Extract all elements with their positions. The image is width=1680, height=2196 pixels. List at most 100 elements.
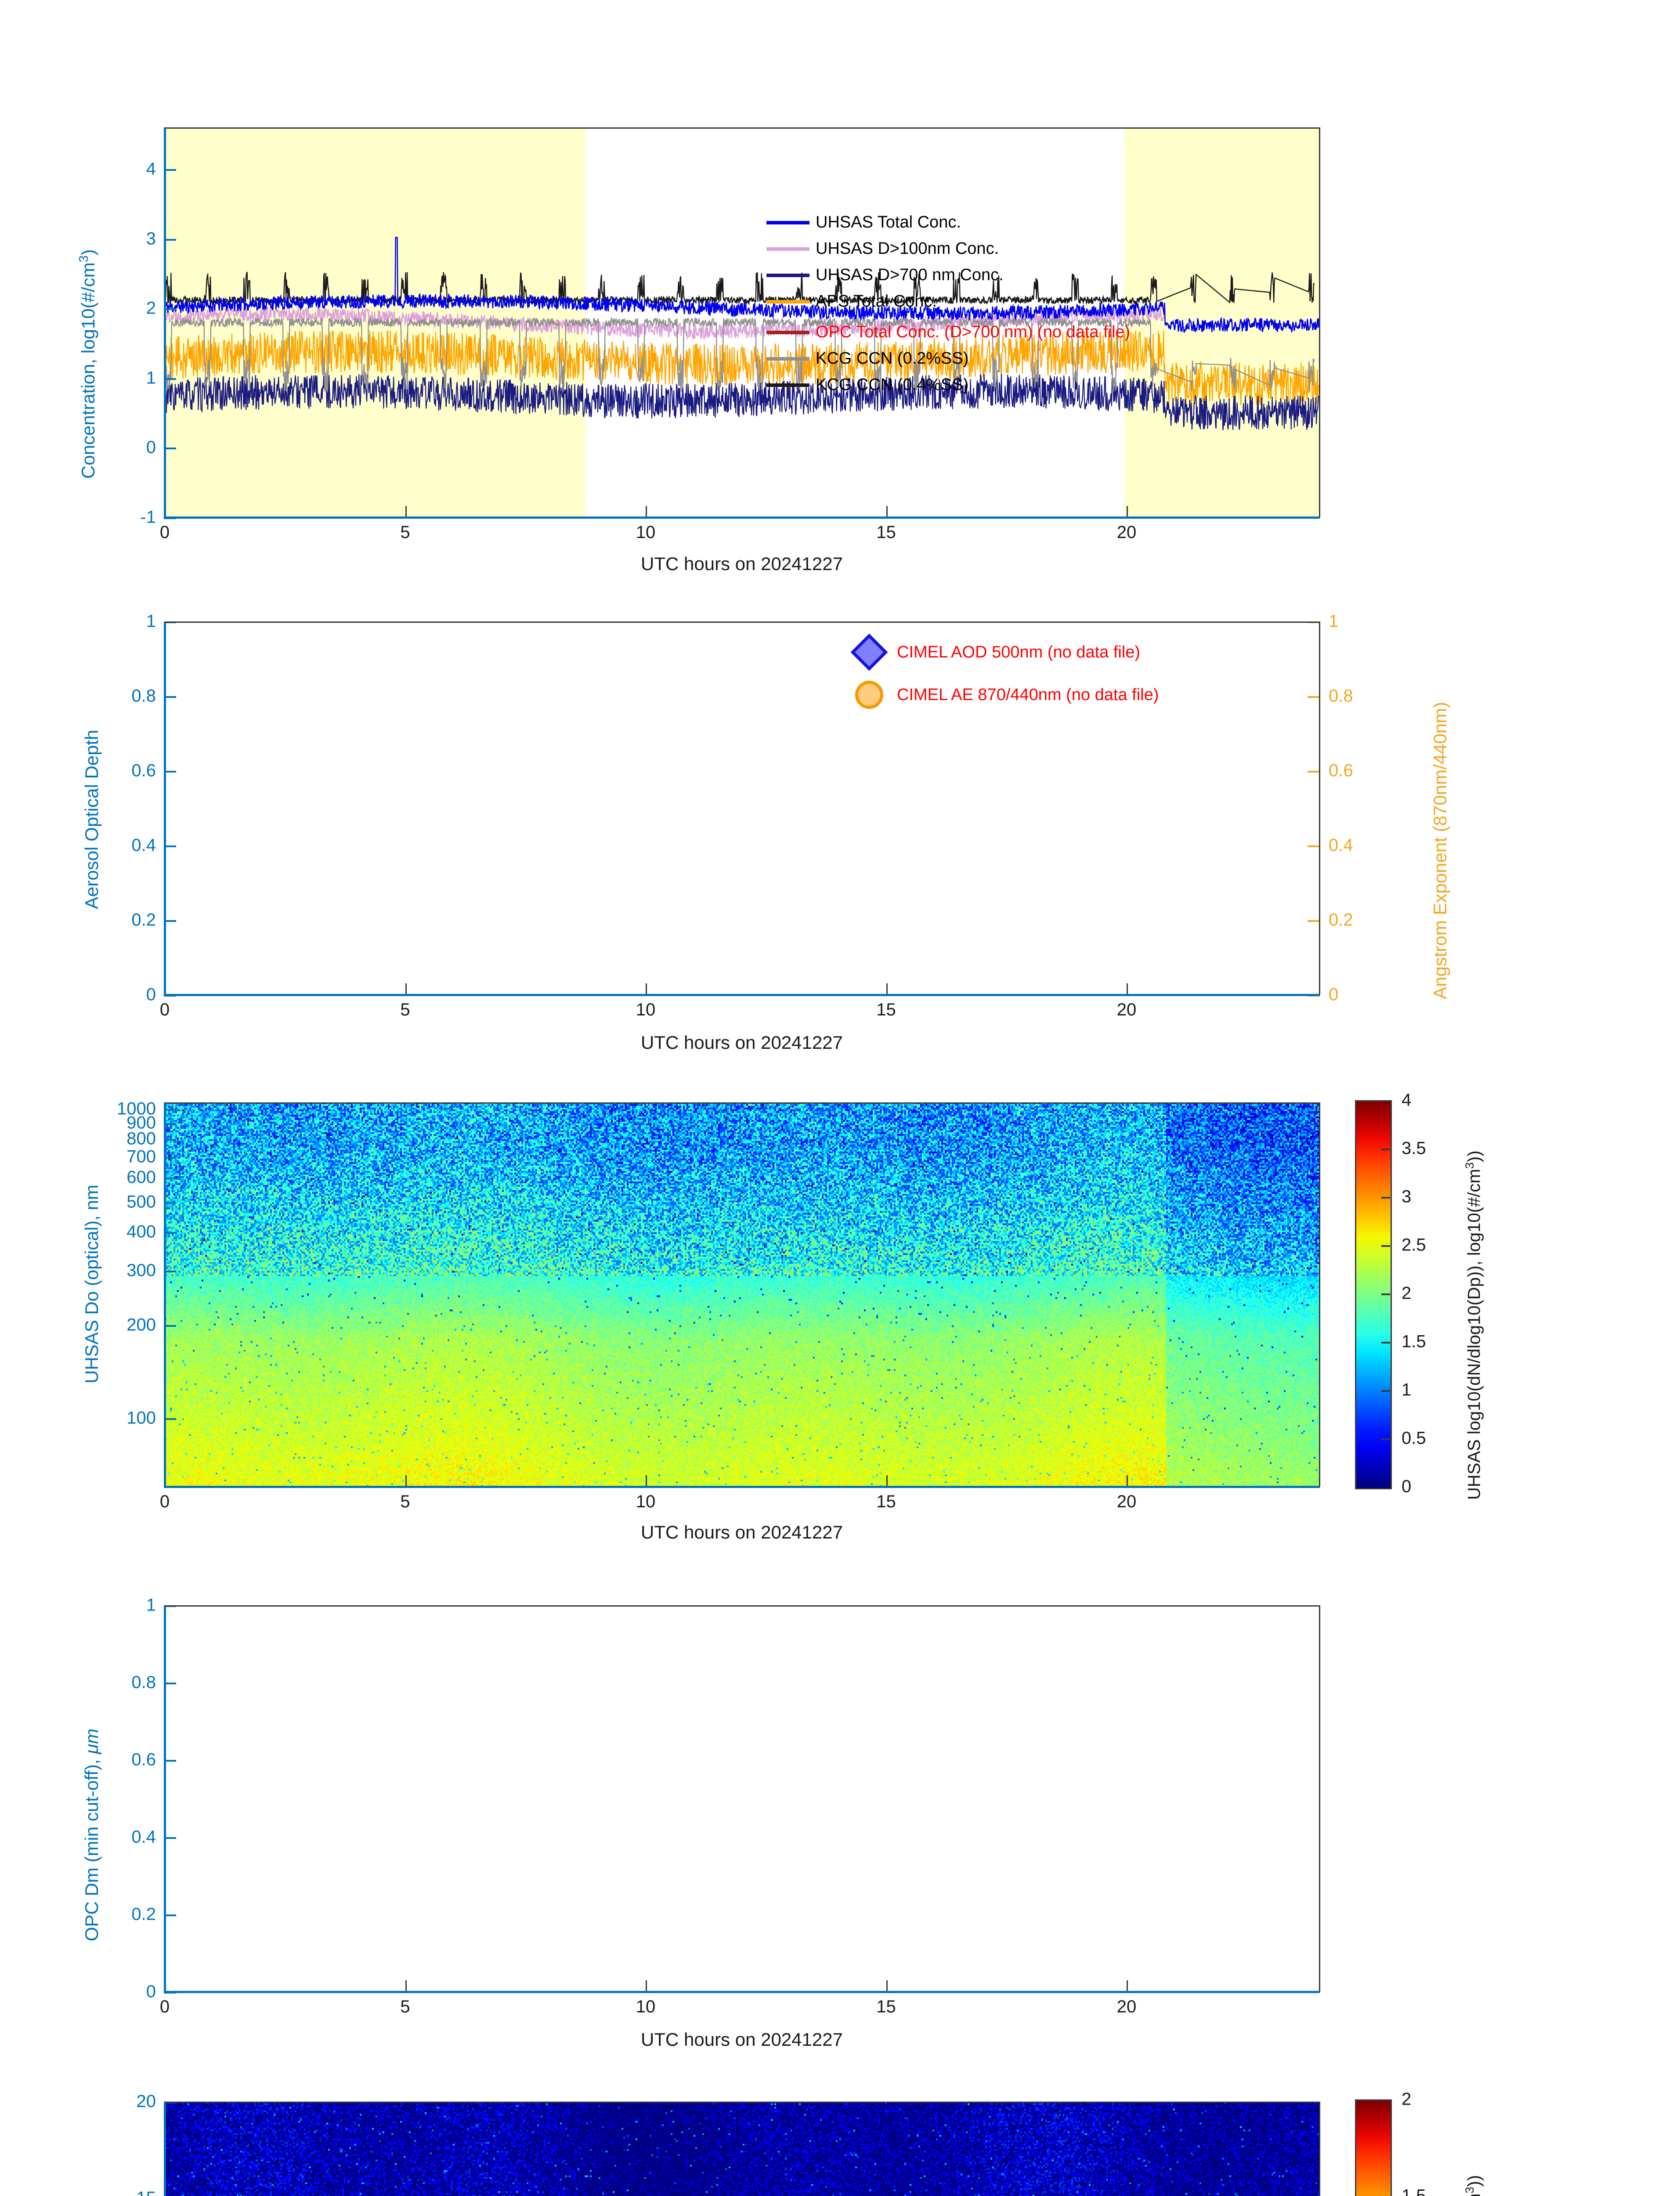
y-tick xyxy=(164,1270,176,1272)
x-tick xyxy=(886,983,888,995)
y-tick xyxy=(164,1418,176,1420)
aps-heatmap-canvas xyxy=(165,2102,1319,2196)
legend-swatch-2 xyxy=(766,273,809,277)
x-tick-label: 5 xyxy=(400,1997,410,2016)
colorbar-tick xyxy=(1381,1390,1390,1392)
y-tick-label: 0.8 xyxy=(1329,686,1353,706)
legend-item-0: CIMEL AOD 500nm (no data file) xyxy=(848,633,1141,671)
uhsas-heatmap-canvas xyxy=(165,1102,1319,1487)
plot-top-border xyxy=(165,127,1319,129)
y-tick xyxy=(164,378,176,380)
legend-label-0: CIMEL AOD 500nm (no data file) xyxy=(897,643,1141,661)
x-tick-label: 0 xyxy=(159,1997,170,2016)
x-tick-label: 20 xyxy=(1116,523,1137,542)
y-tick-label: 0.4 xyxy=(131,1827,156,1847)
x-axis-line xyxy=(164,994,1320,996)
y-tick xyxy=(164,1202,176,1204)
colorbar-tick-label: 1.5 xyxy=(1402,2186,1426,2196)
y-tick-label: 0 xyxy=(146,985,156,1004)
y-tick-label: 0.6 xyxy=(131,761,156,780)
panel1-x-axis-title: UTC hours on 20241227 xyxy=(641,553,843,574)
trace-aps-total xyxy=(165,329,1319,405)
panel5-plot-area xyxy=(165,2102,1319,2196)
colorbar-tick-label: 0 xyxy=(1402,1477,1412,1496)
legend-swatch-1 xyxy=(766,247,809,251)
y-tick-label: 0.2 xyxy=(1329,910,1353,930)
y-tick xyxy=(164,1139,176,1141)
colorbar-tick-label: 2.5 xyxy=(1402,1235,1426,1255)
plot-right-border xyxy=(1319,1102,1320,1487)
legend-label-1: UHSAS D>100nm Conc. xyxy=(816,239,999,258)
y-tick xyxy=(164,920,176,922)
y-tick-label: 2 xyxy=(146,298,156,318)
x-tick-label: 10 xyxy=(636,1997,656,2016)
x-tick xyxy=(646,1980,647,1992)
legend-item-2: UHSAS D>700 nm Conc. xyxy=(766,266,1004,285)
y-tick-label: 1000 xyxy=(117,1099,156,1119)
y-tick-label: 0.2 xyxy=(131,910,156,930)
panel2-plot-area xyxy=(165,621,1319,995)
y-tick xyxy=(164,448,176,450)
x-tick xyxy=(1127,506,1128,517)
x-tick-label: 20 xyxy=(1116,1000,1137,1019)
x-tick xyxy=(405,506,407,517)
colorbar-tick-label: 0.5 xyxy=(1402,1428,1426,1448)
plot-top-border xyxy=(165,2102,1319,2103)
x-tick xyxy=(1127,1980,1128,1992)
x-tick-label: 20 xyxy=(1116,1997,1137,2016)
x-tick-label: 15 xyxy=(876,523,896,542)
legend-item-3: APS Total Conc. xyxy=(766,292,937,311)
x-axis-line xyxy=(164,516,1320,519)
colorbar-tick xyxy=(1381,1197,1390,1199)
x-tick-label: 15 xyxy=(876,1997,896,2016)
panel2-x-axis-title: UTC hours on 20241227 xyxy=(641,1032,843,1053)
y-tick xyxy=(164,169,176,171)
y-tick xyxy=(164,1232,176,1234)
x-tick xyxy=(886,1980,888,1992)
panel2-y-axis-title-left: Aerosol Optical Depth xyxy=(81,730,102,909)
legend-label-5: KCG CCN (0.2%SS) xyxy=(816,349,969,368)
panel3-y-axis-title: UHSAS Do (optical), nm xyxy=(81,1185,102,1383)
panel-concentration-timeseries: Concentration, log10(#/cm3) -1 0 1 2 3 4 0 5 10… xyxy=(0,0,1680,584)
colorbar-tick xyxy=(1381,1438,1390,1440)
colorbar-tick xyxy=(1381,1245,1390,1247)
y-tick-label: 100 xyxy=(126,1408,156,1428)
y-tick-label: 0.4 xyxy=(131,835,156,855)
y-tick-label: -1 xyxy=(140,507,156,527)
x-tick-label: 0 xyxy=(159,1000,170,1019)
x-tick-label: 5 xyxy=(400,523,410,542)
legend-swatch-3 xyxy=(766,300,809,303)
y-tick xyxy=(1308,845,1320,847)
x-tick xyxy=(886,1475,888,1487)
diamond-marker-icon xyxy=(850,633,888,671)
y-tick xyxy=(1308,920,1320,922)
y-tick-label: 1 xyxy=(146,611,156,631)
panel5-colorbar xyxy=(1355,2099,1392,2196)
legend-swatch-0 xyxy=(766,220,809,224)
circle-marker-icon xyxy=(855,681,883,709)
legend-item-6: KCG CCN (0.4%SS) xyxy=(766,376,968,394)
trace-kcg-ccn-04 xyxy=(165,271,1315,306)
y-axis-line xyxy=(164,1605,166,1992)
legend-item-5: KCG CCN (0.2%SS) xyxy=(766,349,968,368)
legend-swatch-4 xyxy=(766,330,809,334)
colorbar-tick xyxy=(1381,1149,1390,1150)
panel3-plot-area xyxy=(165,1102,1319,1487)
colorbar-tick-label: 2 xyxy=(1402,1283,1412,1303)
legend-label-3: APS Total Conc. xyxy=(816,292,937,311)
y-tick xyxy=(164,1914,176,1916)
x-tick xyxy=(1127,1475,1128,1487)
y-tick-label: 700 xyxy=(126,1147,156,1167)
y-tick xyxy=(164,1177,176,1180)
legend-marker-wrap-0 xyxy=(848,633,891,671)
y-tick-label: 0 xyxy=(146,437,156,457)
y-axis-line xyxy=(164,127,166,517)
legend-item-1: UHSAS D>100nm Conc. xyxy=(766,239,999,258)
colorbar-tick-label: 2 xyxy=(1402,2089,1412,2109)
y-tick-label: 4 xyxy=(146,159,156,179)
legend-label-2: UHSAS D>700 nm Conc. xyxy=(816,266,1004,284)
trace-uhsas-total xyxy=(165,237,1319,333)
plot-right-border xyxy=(1319,1605,1320,1992)
colorbar-tick-label: 4 xyxy=(1402,1090,1412,1110)
